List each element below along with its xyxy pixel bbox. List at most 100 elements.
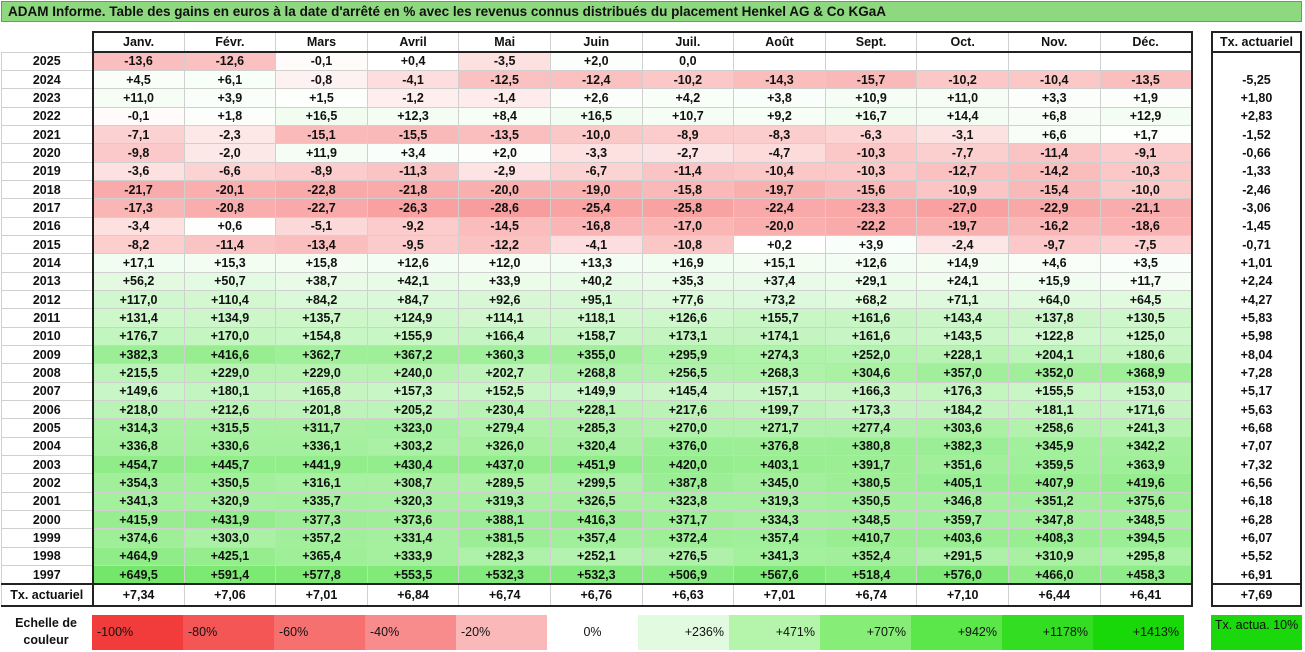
- gain-cell: +77,6: [641, 289, 735, 310]
- row-rate-cell: +6,91: [1211, 565, 1302, 585]
- row-rate-cell: +4,27: [1211, 289, 1302, 310]
- gain-cell: -10,8: [641, 234, 735, 255]
- gain-cell: +347,8: [1007, 510, 1101, 530]
- gain-cell: +252,0: [824, 344, 918, 365]
- gain-cell: +3,3: [1007, 88, 1101, 108]
- gain-cell: -0,1: [92, 106, 185, 126]
- scale-swatch: -80%: [183, 615, 274, 650]
- month-header: Mars: [275, 31, 368, 53]
- gain-cell: +201,8: [275, 400, 368, 420]
- gain-cell: +431,9: [183, 510, 277, 530]
- gain-cell: +135,7: [275, 308, 368, 328]
- gain-cell: +416,6: [183, 344, 277, 365]
- gain-cell: +1,5: [275, 88, 368, 108]
- table-row: 2002 +354,3 +350,5 +316,1 +308,7 +289,5 +299,5…: [1, 473, 1193, 493]
- footer-rate-cell: +6,74: [824, 582, 918, 607]
- row-rate-cell: +2,83: [1211, 106, 1302, 126]
- gain-cell: +228,1: [916, 344, 1009, 365]
- gain-cell: +518,4: [824, 565, 918, 585]
- year-label: 2001: [1, 491, 94, 512]
- gain-cell: -26,3: [366, 198, 460, 218]
- gain-cell: -0,1: [275, 51, 368, 71]
- gain-cell: +359,5: [1007, 455, 1101, 475]
- gain-cell: +553,5: [366, 565, 460, 585]
- gain-cell: -18,6: [1099, 216, 1193, 236]
- gain-cell: +1,8: [183, 106, 277, 126]
- gain-cell: -20,8: [183, 198, 277, 218]
- footer-rate-cell: +7,34: [92, 582, 185, 607]
- year-label: 2008: [1, 363, 94, 383]
- gain-cell: +357,2: [275, 528, 368, 548]
- table-row: 2006 +218,0 +212,6 +201,8 +205,2 +230,4 +228,1…: [1, 400, 1193, 420]
- gain-cell: +336,8: [92, 436, 185, 457]
- gain-cell: +13,3: [549, 253, 643, 273]
- gain-cell: +375,6: [1099, 491, 1193, 512]
- row-rate-cell: -1,45: [1211, 216, 1302, 236]
- gain-cell: +2,0: [549, 51, 643, 71]
- gain-cell: +42,1: [366, 271, 460, 291]
- gain-cell: +256,5: [641, 363, 735, 383]
- gain-cell: +158,7: [549, 326, 643, 347]
- gain-cell: -7,5: [1099, 234, 1193, 255]
- gain-cell: +362,7: [275, 344, 368, 365]
- gain-cell: -14,3: [733, 69, 826, 90]
- gain-cell: +351,2: [1007, 491, 1101, 512]
- gain-cell: +316,1: [275, 473, 368, 493]
- gain-cell: +37,4: [733, 271, 826, 291]
- gain-cell: +420,0: [641, 455, 735, 475]
- table-row: 2021 -7,1 -2,3 -15,1 -15,5 -13,5 -10,0 -8,9 -8,3…: [1, 124, 1193, 145]
- gain-cell: +166,4: [458, 326, 551, 347]
- gain-cell: -20,1: [183, 179, 277, 200]
- gain-cell: -22,9: [1007, 198, 1101, 218]
- gain-cell: +451,9: [549, 455, 643, 475]
- gain-cell: -2,3: [183, 124, 277, 145]
- table-row: 2017 -17,3 -20,8 -22,7 -26,3 -28,6 -25,4 -25,8-…: [1, 198, 1193, 218]
- gain-cell: -14,5: [458, 216, 551, 236]
- gain-cell: +391,7: [824, 455, 918, 475]
- gain-cell: +180,6: [1099, 344, 1193, 365]
- year-label: 2019: [1, 161, 94, 181]
- gain-cell: +279,4: [458, 418, 551, 438]
- gain-cell: -13,5: [458, 124, 551, 145]
- gain-cell: +311,7: [275, 418, 368, 438]
- table-row: 2023 +11,0 +3,9 +1,5 -1,2 -1,4 +2,6 +4,2 +3,8 +10…: [1, 88, 1193, 108]
- table-row: 2020 -9,8 -2,0 +11,9 +3,4 +2,0 -3,3 -2,7 -4,7 -10…: [1, 143, 1193, 163]
- gain-cell: +38,7: [275, 271, 368, 291]
- gain-cell: +320,9: [183, 491, 277, 512]
- year-label: 2005: [1, 418, 94, 438]
- gain-cell: +295,9: [641, 344, 735, 365]
- row-rate-cell: +6,28: [1211, 510, 1302, 530]
- gain-cell: +10,7: [641, 106, 735, 126]
- gain-cell: +405,1: [916, 473, 1009, 493]
- month-header: Mai: [458, 31, 551, 53]
- gain-cell: +268,8: [549, 363, 643, 383]
- year-label: 2024: [1, 69, 94, 90]
- gain-cell: +215,5: [92, 363, 185, 383]
- gain-cell: +591,4: [183, 565, 277, 585]
- gain-cell: +64,0: [1007, 289, 1101, 310]
- gain-cell: +12,9: [1099, 106, 1193, 126]
- gain-cell: +199,7: [733, 400, 826, 420]
- gain-cell: +445,7: [183, 455, 277, 475]
- gain-cell: +16,5: [549, 106, 643, 126]
- gain-cell: +285,3: [549, 418, 643, 438]
- gain-cell: +354,3: [92, 473, 185, 493]
- gain-cell: +10,9: [824, 88, 918, 108]
- month-header: Janv.: [92, 31, 185, 53]
- gain-cell: +403,1: [733, 455, 826, 475]
- table-row: 2007 +149,6 +180,1 +165,8 +157,3 +152,5 +149,9…: [1, 381, 1193, 402]
- gain-cell: -21,1: [1099, 198, 1193, 218]
- page-title: ADAM Informe. Table des gains en euros à…: [1, 1, 1302, 22]
- gain-cell: +176,7: [92, 326, 185, 347]
- gain-cell: +240,0: [366, 363, 460, 383]
- gain-cell: +12,6: [824, 253, 918, 273]
- gain-cell: +6,8: [1007, 106, 1101, 126]
- gain-cell: +9,2: [733, 106, 826, 126]
- gain-cell: -21,7: [92, 179, 185, 200]
- gain-cell: +331,4: [366, 528, 460, 548]
- gain-cell: +4,6: [1007, 253, 1101, 273]
- gain-cell: +319,3: [458, 491, 551, 512]
- gain-cell: +228,1: [549, 400, 643, 420]
- gain-cell: +271,7: [733, 418, 826, 438]
- gain-cell: +352,4: [824, 546, 918, 567]
